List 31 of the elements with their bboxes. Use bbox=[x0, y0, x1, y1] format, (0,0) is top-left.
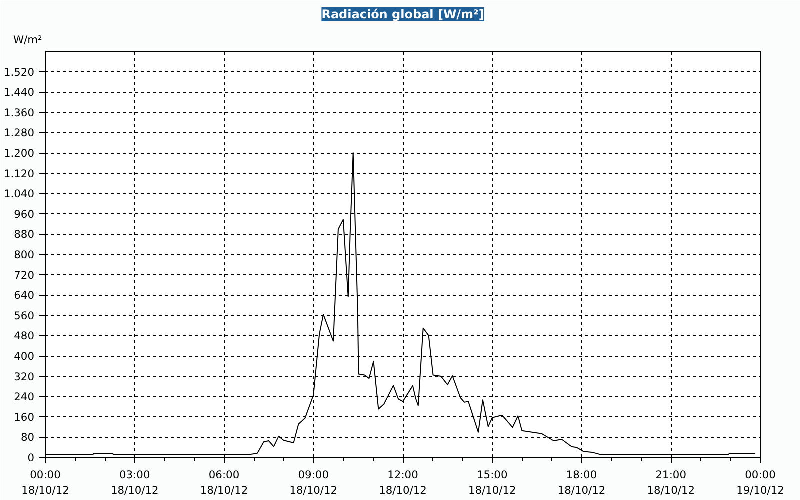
y-tick-label: 400 bbox=[14, 350, 35, 363]
y-tick-label: 320 bbox=[14, 370, 35, 384]
y-tick-label: 160 bbox=[14, 410, 35, 424]
x-tick-label: 21:00 18/10/12 bbox=[647, 468, 696, 498]
y-tick-label: 1.440 bbox=[4, 86, 35, 100]
y-tick-label: 0 bbox=[28, 452, 35, 464]
y-tick-label: 480 bbox=[14, 330, 35, 343]
x-tick-label: 09:00 18/10/12 bbox=[290, 468, 338, 498]
y-tick-label: 1.120 bbox=[4, 167, 35, 180]
x-tick-label: 06:00 18/10/12 bbox=[200, 468, 248, 498]
y-tick-label: 1.520 bbox=[4, 66, 35, 79]
y-axis-title: W/m² bbox=[14, 34, 42, 46]
y-tick-label: 240 bbox=[14, 390, 35, 404]
y-tick-label: 800 bbox=[14, 248, 35, 262]
y-tick-label: 560 bbox=[14, 309, 35, 322]
y-tick-label: 1.280 bbox=[4, 126, 35, 140]
y-tick-label: 720 bbox=[14, 268, 35, 282]
x-tick-label: 12:00 18/10/12 bbox=[379, 468, 427, 498]
y-tick-label: 960 bbox=[14, 208, 35, 221]
x-tick-label: 18:00 18/10/12 bbox=[558, 468, 606, 498]
x-tick-label: 03:00 18/10/12 bbox=[110, 468, 159, 498]
chart-title: Radiación global [W/m²] bbox=[322, 8, 484, 22]
y-tick-label: 1.360 bbox=[4, 106, 35, 120]
y-tick-label: 640 bbox=[14, 289, 35, 302]
x-tick-label: 00:00 18/10/12 bbox=[22, 468, 70, 498]
y-tick-label: 1.040 bbox=[4, 188, 35, 201]
y-tick-label: 80 bbox=[20, 431, 35, 444]
x-tick-label: 00:00 19/10/12 bbox=[736, 468, 784, 498]
y-tick-label: 1.200 bbox=[4, 147, 35, 160]
x-tick-label: 15:00 18/10/12 bbox=[468, 468, 516, 498]
y-tick-label: 880 bbox=[14, 228, 35, 242]
